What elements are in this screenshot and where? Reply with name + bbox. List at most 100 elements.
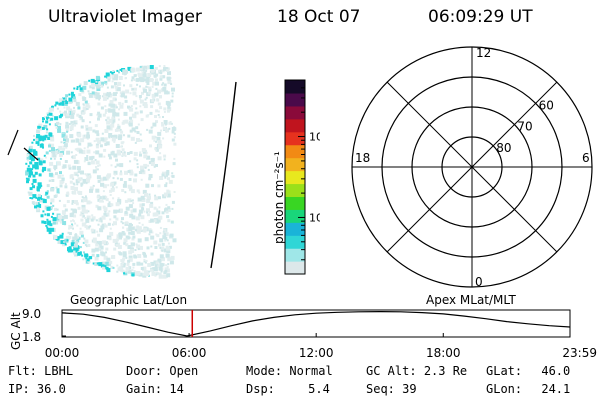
- emission-pixel: [110, 164, 113, 167]
- emission-pixel: [160, 72, 162, 75]
- emission-pixel: [159, 95, 162, 99]
- emission-pixel: [82, 106, 87, 111]
- emission-pixel: [62, 164, 67, 169]
- emission-pixel: [26, 153, 30, 157]
- emission-pixel: [122, 141, 125, 144]
- emission-pixel: [165, 203, 168, 206]
- emission-pixel: [48, 179, 51, 182]
- emission-pixel: [140, 139, 143, 142]
- emission-pixel: [160, 248, 164, 252]
- emission-pixel: [146, 246, 150, 250]
- emission-pixel: [112, 186, 114, 189]
- emission-pixel: [149, 78, 154, 82]
- emission-pixel: [82, 85, 87, 90]
- emission-pixel: [122, 251, 127, 256]
- dsp-value: 5.4: [308, 382, 330, 396]
- emission-pixel: [62, 145, 65, 148]
- emission-pixel: [130, 79, 133, 82]
- emission-pixel: [95, 137, 100, 142]
- emission-pixel: [116, 127, 120, 132]
- emission-pixel: [72, 190, 77, 195]
- emission-pixel: [78, 114, 82, 118]
- emission-pixel: [146, 65, 151, 70]
- emission-pixel: [71, 101, 73, 104]
- emission-pixel: [78, 149, 83, 154]
- limb-line-left-2: [23, 147, 39, 161]
- diagonal-line: [386, 81, 558, 253]
- emission-pixel: [148, 177, 152, 181]
- emission-pixel: [122, 232, 126, 236]
- emission-pixel: [78, 142, 82, 146]
- emission-pixel: [135, 77, 140, 82]
- colorbar-segment: [285, 105, 305, 120]
- emission-pixel: [100, 251, 105, 256]
- emission-pixel: [162, 235, 167, 240]
- emission-pixel: [31, 201, 35, 205]
- emission-pixel: [110, 123, 115, 128]
- emission-pixel: [124, 199, 128, 203]
- emission-pixel: [135, 243, 138, 246]
- emission-pixel: [138, 272, 143, 277]
- emission-pixel: [173, 132, 176, 135]
- emission-pixel: [109, 100, 113, 103]
- emission-pixel: [114, 98, 117, 101]
- emission-pixel: [89, 156, 94, 161]
- emission-pixel: [37, 182, 42, 187]
- emission-pixel: [73, 87, 76, 90]
- emission-pixel: [117, 197, 120, 200]
- emission-pixel: [127, 245, 132, 249]
- emission-pixel: [55, 150, 58, 153]
- emission-pixel: [103, 148, 107, 152]
- emission-pixel: [71, 94, 76, 99]
- emission-pixel: [98, 242, 102, 246]
- seq-status: Seq: 39: [366, 382, 417, 396]
- emission-pixel: [42, 210, 45, 213]
- emission-pixel: [150, 105, 154, 109]
- emission-pixel: [115, 86, 118, 89]
- emission-pixel: [171, 172, 174, 175]
- emission-pixel: [103, 92, 107, 97]
- emission-pixel: [84, 239, 89, 244]
- emission-pixel: [86, 260, 89, 263]
- emission-pixel: [64, 160, 68, 163]
- emission-pixel: [165, 128, 169, 133]
- emission-pixel: [86, 175, 91, 180]
- emission-pixel: [58, 102, 62, 106]
- emission-pixel: [114, 173, 117, 176]
- emission-pixel: [125, 243, 129, 247]
- gc-alt-status: GC Alt: 2.3 Re: [366, 364, 468, 378]
- emission-pixel: [46, 227, 51, 232]
- emission-pixel: [157, 131, 162, 136]
- emission-pixel: [159, 232, 162, 235]
- emission-pixel: [134, 130, 137, 133]
- emission-pixel: [87, 90, 90, 93]
- emission-pixel: [144, 192, 148, 197]
- emission-pixel: [126, 152, 130, 155]
- emission-pixel: [99, 228, 104, 233]
- emission-pixel: [162, 86, 167, 91]
- emission-pixel: [46, 218, 49, 221]
- emission-pixel: [173, 142, 177, 146]
- emission-pixel: [26, 167, 31, 172]
- emission-pixel: [128, 178, 132, 181]
- emission-pixel: [89, 186, 94, 191]
- emission-pixel: [109, 101, 114, 106]
- emission-pixel: [88, 79, 91, 82]
- emission-pixel: [81, 254, 84, 257]
- emission-pixel: [48, 231, 52, 235]
- emission-pixel: [116, 149, 121, 154]
- emission-pixel: [167, 242, 170, 245]
- emission-pixel: [93, 151, 96, 154]
- emission-pixel: [63, 142, 66, 144]
- emission-pixel: [86, 131, 90, 135]
- emission-pixel: [148, 228, 152, 232]
- emission-pixel: [115, 158, 118, 162]
- emission-pixel: [153, 165, 156, 168]
- emission-pixel: [83, 147, 86, 150]
- emission-pixel: [148, 88, 152, 92]
- emission-pixel: [118, 101, 122, 105]
- emission-pixel: [63, 204, 67, 208]
- emission-pixel: [100, 81, 104, 86]
- emission-pixel: [53, 157, 56, 160]
- emission-pixel: [166, 76, 171, 81]
